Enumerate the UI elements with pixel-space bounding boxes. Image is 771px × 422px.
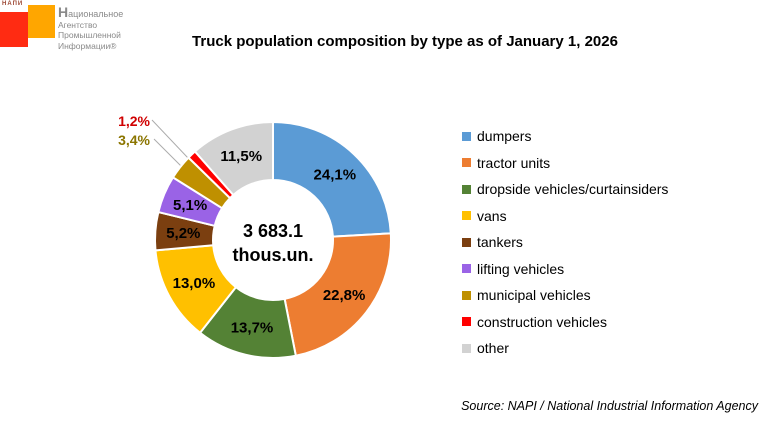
- slice-percent-label: 11,5%: [220, 148, 262, 165]
- legend-swatch-icon: [462, 131, 471, 141]
- legend-item: municipal vehicles: [462, 282, 668, 309]
- legend-swatch-icon: [462, 317, 471, 327]
- donut-center-label: 3 683.1 thous.un.: [203, 219, 343, 267]
- legend-swatch-icon: [462, 184, 471, 194]
- logo-text-line: Промышленной: [58, 30, 121, 40]
- slice-percent-label: 22,8%: [323, 287, 366, 304]
- slice-percent-label: 24,1%: [314, 167, 357, 184]
- donut-slice-other: [193, 121, 274, 196]
- legend-swatch-icon: [462, 264, 471, 274]
- legend-swatch-icon: [462, 158, 471, 168]
- chart-legend: dumpers tractor units dropside vehicles/cu…: [462, 123, 668, 362]
- legend-item: dumpers: [462, 123, 668, 150]
- legend-swatch-icon: [462, 343, 471, 353]
- legend-item: construction vehicles: [462, 309, 668, 336]
- legend-swatch-icon: [462, 211, 471, 221]
- donut-slice-tractor-units: [283, 232, 392, 357]
- logo-text-line: Информации®: [58, 40, 117, 51]
- legend-item: tractor units: [462, 150, 668, 177]
- slice-percent-label: 13,7%: [231, 320, 274, 337]
- logo-orange-square: [28, 5, 55, 38]
- slice-percent-label: 5,1%: [173, 197, 207, 214]
- legend-label: vans: [477, 207, 507, 224]
- legend-swatch-icon: [462, 237, 471, 247]
- donut-slice-dumpers: [272, 121, 392, 238]
- source-note: Source: NAPI / National Industrial Infor…: [461, 399, 758, 413]
- napi-logo-text: Национальное Агентство Промышленной Инфо…: [58, 4, 124, 51]
- legend-label: dumpers: [477, 128, 532, 145]
- napi-wordmark: НАПИ: [2, 1, 24, 7]
- logo-text-line: Национальное: [58, 4, 124, 20]
- legend-label: lifting vehicles: [477, 260, 565, 277]
- logo-text-line: Агентство: [58, 19, 98, 30]
- slice-percent-label: 13,0%: [173, 275, 216, 292]
- logo-red-square: [0, 12, 28, 47]
- slice-percent-label: 5,2%: [166, 225, 200, 242]
- legend-label: tractor units: [477, 154, 551, 171]
- center-total-value: 3 683.1: [242, 221, 304, 241]
- legend-item: vans: [462, 203, 668, 230]
- legend-label: construction vehicles: [477, 313, 607, 330]
- slice-percent-callout-label: 1,2%: [118, 113, 150, 129]
- legend-item: tankers: [462, 229, 668, 256]
- legend-label: tankers: [477, 234, 523, 251]
- center-total-unit: thous.un.: [232, 245, 314, 265]
- legend-item: lifting vehicles: [462, 256, 668, 283]
- chart-title: Truck population composition by type as …: [192, 33, 618, 50]
- legend-item: dropside vehicles/curtainsiders: [462, 176, 668, 203]
- legend-item: other: [462, 335, 668, 362]
- slice-percent-callout-label: 3,4%: [118, 132, 150, 148]
- legend-label: dropside vehicles/curtainsiders: [477, 181, 669, 198]
- legend-label: municipal vehicles: [477, 287, 591, 304]
- legend-swatch-icon: [462, 290, 471, 300]
- legend-label: other: [477, 340, 509, 357]
- napi-logo: НАПИ Национальное Агентство Промышленной…: [0, 0, 200, 90]
